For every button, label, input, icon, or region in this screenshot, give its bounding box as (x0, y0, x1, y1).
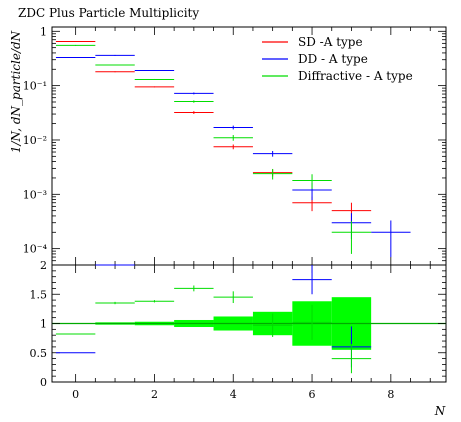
y-axis-title: 1/N, dN_particle/dN (9, 30, 23, 153)
legend-label: SD -A type (298, 35, 363, 49)
y-tick-label: 0 (40, 376, 47, 389)
legend: SD -A type DD - A type Diffractive - A typ… (262, 35, 413, 83)
x-tick-label: 6 (309, 388, 316, 401)
x-tick-label: 0 (72, 388, 79, 401)
legend-label: Diffractive - A type (298, 69, 413, 83)
series-1 (55, 54, 411, 258)
main-panel: 10⁻⁴ 10⁻³ 10⁻² 10⁻¹ 1 (23, 25, 447, 266)
y-tick-label: 1 (40, 318, 47, 331)
plot-title: ZDC Plus Particle Multiplicity (18, 6, 199, 20)
y-tick-label: 10⁻² (23, 134, 47, 147)
y-tick-label: 1.5 (30, 288, 48, 301)
ratio-series-1 (55, 285, 372, 374)
y-tick-label: 10⁻¹ (23, 80, 47, 93)
x-tick-label: 2 (151, 388, 158, 401)
y-tick-label: 10⁻⁴ (23, 243, 48, 256)
ratio-panel: 0 0.5 1 1.5 2 0 2 4 6 8 (30, 259, 447, 401)
y-tick-label: 0.5 (30, 347, 48, 360)
main-frame (51, 26, 447, 266)
legend-label: DD - A type (298, 52, 368, 66)
y-tick-label: 10⁻³ (23, 188, 47, 201)
series-2 (55, 44, 372, 254)
y-tick-label: 2 (40, 259, 47, 272)
x-axis-title: N (434, 404, 446, 418)
x-tick-label: 4 (230, 388, 237, 401)
x-tick-label: 8 (387, 388, 394, 401)
y-tick-label: 1 (40, 25, 47, 38)
